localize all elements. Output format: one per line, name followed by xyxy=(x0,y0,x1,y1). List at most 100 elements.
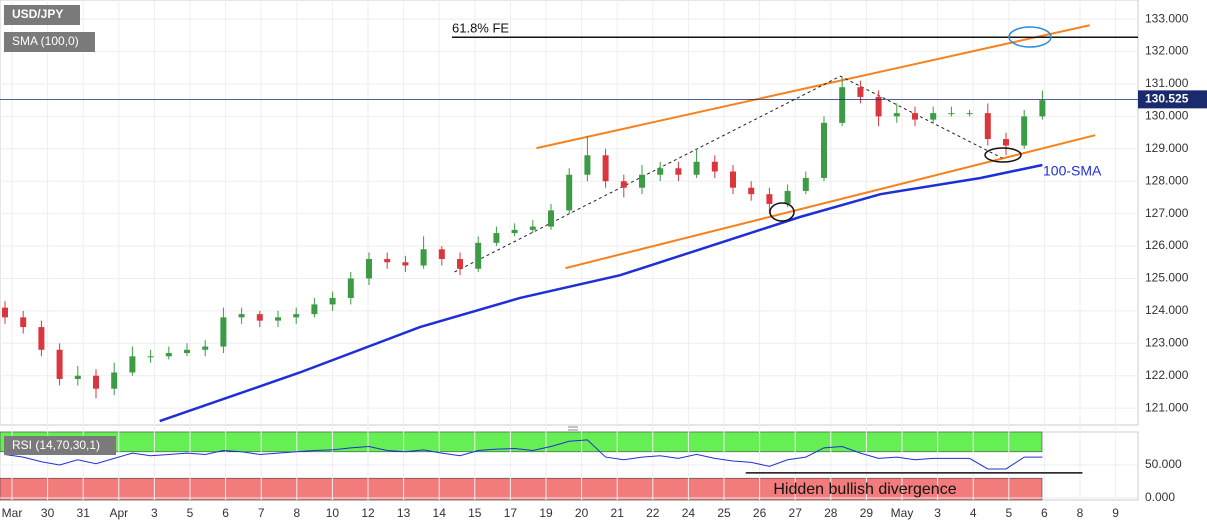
candle-body xyxy=(275,317,281,321)
candle-body xyxy=(912,113,918,120)
candle-body xyxy=(602,155,609,182)
x-tick-label: 6 xyxy=(222,506,229,520)
candle-body xyxy=(147,356,154,358)
y-tick-label: 0.000 xyxy=(1145,490,1175,504)
candle-body xyxy=(238,314,245,318)
candle-body xyxy=(402,262,409,266)
candle-body xyxy=(1039,100,1046,117)
candle-body xyxy=(875,96,882,117)
x-tick-label: 17 xyxy=(504,506,518,520)
candle-body xyxy=(311,304,318,315)
candle-body xyxy=(2,307,8,318)
candle-body xyxy=(493,233,500,243)
candle-body xyxy=(930,113,937,120)
candle-body xyxy=(329,297,336,305)
candle-body xyxy=(584,155,591,175)
candle-body xyxy=(948,113,955,115)
channel-line xyxy=(565,134,1096,270)
rsi-line xyxy=(4,439,1043,470)
symbol-box xyxy=(4,5,80,25)
x-tick-label: 27 xyxy=(789,506,803,520)
candle-body xyxy=(74,375,81,379)
rsi-box xyxy=(4,436,116,455)
y-tick-label: 124.000 xyxy=(1145,303,1189,317)
candle-body xyxy=(748,187,755,195)
candle-body xyxy=(529,226,536,230)
last-price-box xyxy=(1138,90,1207,109)
candle-body xyxy=(438,249,445,260)
sma-line xyxy=(159,163,1043,423)
y-tick-label: 126.000 xyxy=(1145,238,1189,252)
y-tick-label: 132.000 xyxy=(1145,44,1189,58)
x-tick-label: 5 xyxy=(187,506,194,520)
x-tick-label: 22 xyxy=(646,506,660,520)
y-tick-label: 50.000 xyxy=(1145,457,1182,471)
x-tick-label: 10 xyxy=(326,506,340,520)
candle-body xyxy=(20,317,27,328)
highlight-circle xyxy=(1008,26,1052,48)
candle-body xyxy=(548,210,554,227)
candle-body xyxy=(893,113,900,117)
channel-line xyxy=(536,24,1090,150)
x-tick-label: 26 xyxy=(753,506,767,520)
x-tick-label: 12 xyxy=(361,506,375,520)
y-tick-label: 121.000 xyxy=(1145,400,1189,414)
candle-body xyxy=(184,349,190,354)
x-tick-label: 13 xyxy=(397,506,411,520)
swing-line xyxy=(454,75,1003,273)
x-tick-label: Mar xyxy=(2,506,23,520)
x-tick-label: May xyxy=(891,506,914,520)
candle-body xyxy=(675,168,682,175)
candle-body xyxy=(93,375,99,389)
x-tick-label: 20 xyxy=(575,506,589,520)
candle-body xyxy=(693,161,700,175)
sma-label: 100-SMA xyxy=(1043,163,1102,179)
y-tick-label: 129.000 xyxy=(1145,141,1189,155)
candle-body xyxy=(384,259,391,263)
x-tick-label: Apr xyxy=(109,506,128,520)
x-tick-label: 4 xyxy=(970,506,977,520)
x-tick-label: 8 xyxy=(1077,506,1084,520)
candle-body xyxy=(766,194,773,204)
x-tick-label: 28 xyxy=(824,506,838,520)
divergence-label: Hidden bullish divergence xyxy=(773,481,956,498)
candle-body xyxy=(111,372,118,389)
x-tick-label: 3 xyxy=(934,506,941,520)
rsi-legend: RSI (14,70,30,1) xyxy=(12,438,100,452)
fe-level-label: 61.8% FE xyxy=(452,21,509,36)
candle-body xyxy=(639,174,645,188)
y-tick-label: 133.000 xyxy=(1145,11,1189,25)
candle-body xyxy=(511,229,518,234)
sma-box xyxy=(4,32,95,52)
x-tick-label: 19 xyxy=(539,506,553,520)
x-tick-label: 15 xyxy=(468,506,482,520)
x-tick-label: 30 xyxy=(41,506,55,520)
candle-body xyxy=(711,161,718,172)
candle-body xyxy=(657,168,664,175)
x-tick-label: 31 xyxy=(77,506,91,520)
candle-body xyxy=(966,113,973,115)
candle-body xyxy=(256,314,263,321)
candle-body xyxy=(839,87,846,123)
candle-body xyxy=(457,259,463,269)
candle-body xyxy=(984,113,991,140)
y-tick-label: 123.000 xyxy=(1145,335,1189,349)
y-tick-label: 125.000 xyxy=(1145,271,1189,285)
candle-body xyxy=(784,190,791,204)
y-tick-label: 127.000 xyxy=(1145,206,1189,220)
candle-body xyxy=(620,181,627,188)
candle-body xyxy=(202,346,209,350)
candle-body xyxy=(420,249,427,266)
x-tick-label: 8 xyxy=(293,506,300,520)
last-price-label: 130.525 xyxy=(1145,92,1189,106)
y-tick-label: 130.000 xyxy=(1145,109,1189,123)
overbought-band xyxy=(0,431,1043,453)
candle-body xyxy=(1003,139,1009,146)
y-tick-label: 122.000 xyxy=(1145,368,1189,382)
candle-body xyxy=(821,122,827,178)
highlight-circle xyxy=(984,147,1022,163)
oversold-band xyxy=(0,477,1043,501)
candle-body xyxy=(293,314,300,318)
candle-body xyxy=(566,174,573,211)
